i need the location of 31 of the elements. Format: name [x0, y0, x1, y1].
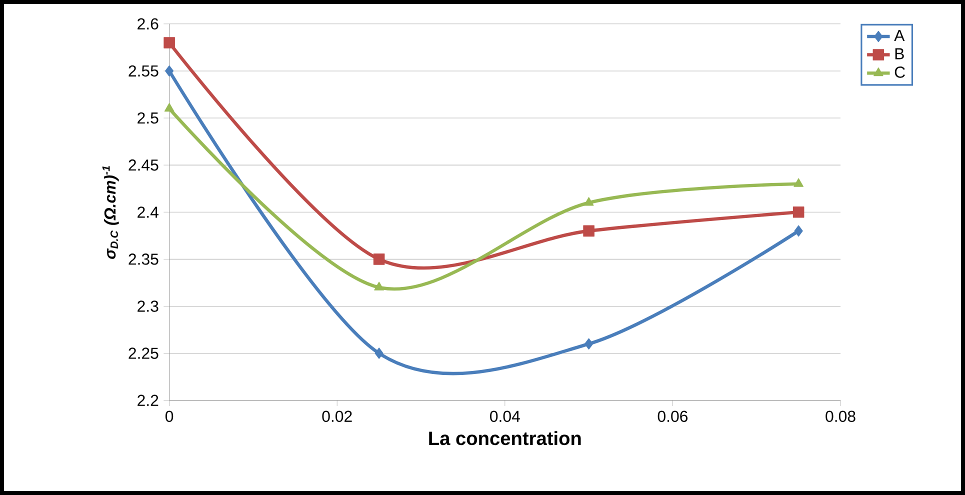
x-tick-label: 0.04: [490, 410, 520, 422]
x-tick-label: 0: [165, 410, 174, 422]
y-tick-label: 2.2: [138, 394, 158, 406]
point: [164, 102, 174, 112]
y-tick-label: 2.35: [128, 254, 158, 265]
y-tick-label: 2.25: [128, 348, 158, 359]
legend-label: A: [894, 30, 905, 41]
y-tick-label: 2.6: [138, 18, 158, 30]
x-tick-label: 0.08: [826, 410, 856, 422]
point: [374, 348, 384, 359]
point: [584, 338, 594, 350]
point: [164, 65, 174, 77]
point: [374, 282, 384, 290]
point: [794, 178, 804, 187]
point: [164, 37, 175, 48]
x-tick-label: 0.02: [322, 410, 352, 422]
y-tick-label: 2.45: [128, 159, 158, 171]
y-tick-label: 2.3: [138, 300, 158, 312]
y-tick-label: 2.5: [138, 112, 158, 124]
y-tick-label: 2.55: [128, 65, 158, 77]
legend-label: B: [895, 48, 904, 60]
point: [792, 206, 804, 218]
legend-label: C: [894, 66, 905, 78]
y-tick-label: 2.4: [138, 206, 158, 218]
y-axis-title: σ$_{D.C}$ (Ω.cm)$^{-1}$: [102, 166, 119, 259]
x-axis-title: La concentration: [429, 431, 581, 446]
x-tick-label: 0.06: [658, 410, 688, 422]
point: [584, 197, 594, 206]
point: [373, 254, 385, 265]
point: [794, 225, 803, 237]
point: [583, 225, 594, 237]
